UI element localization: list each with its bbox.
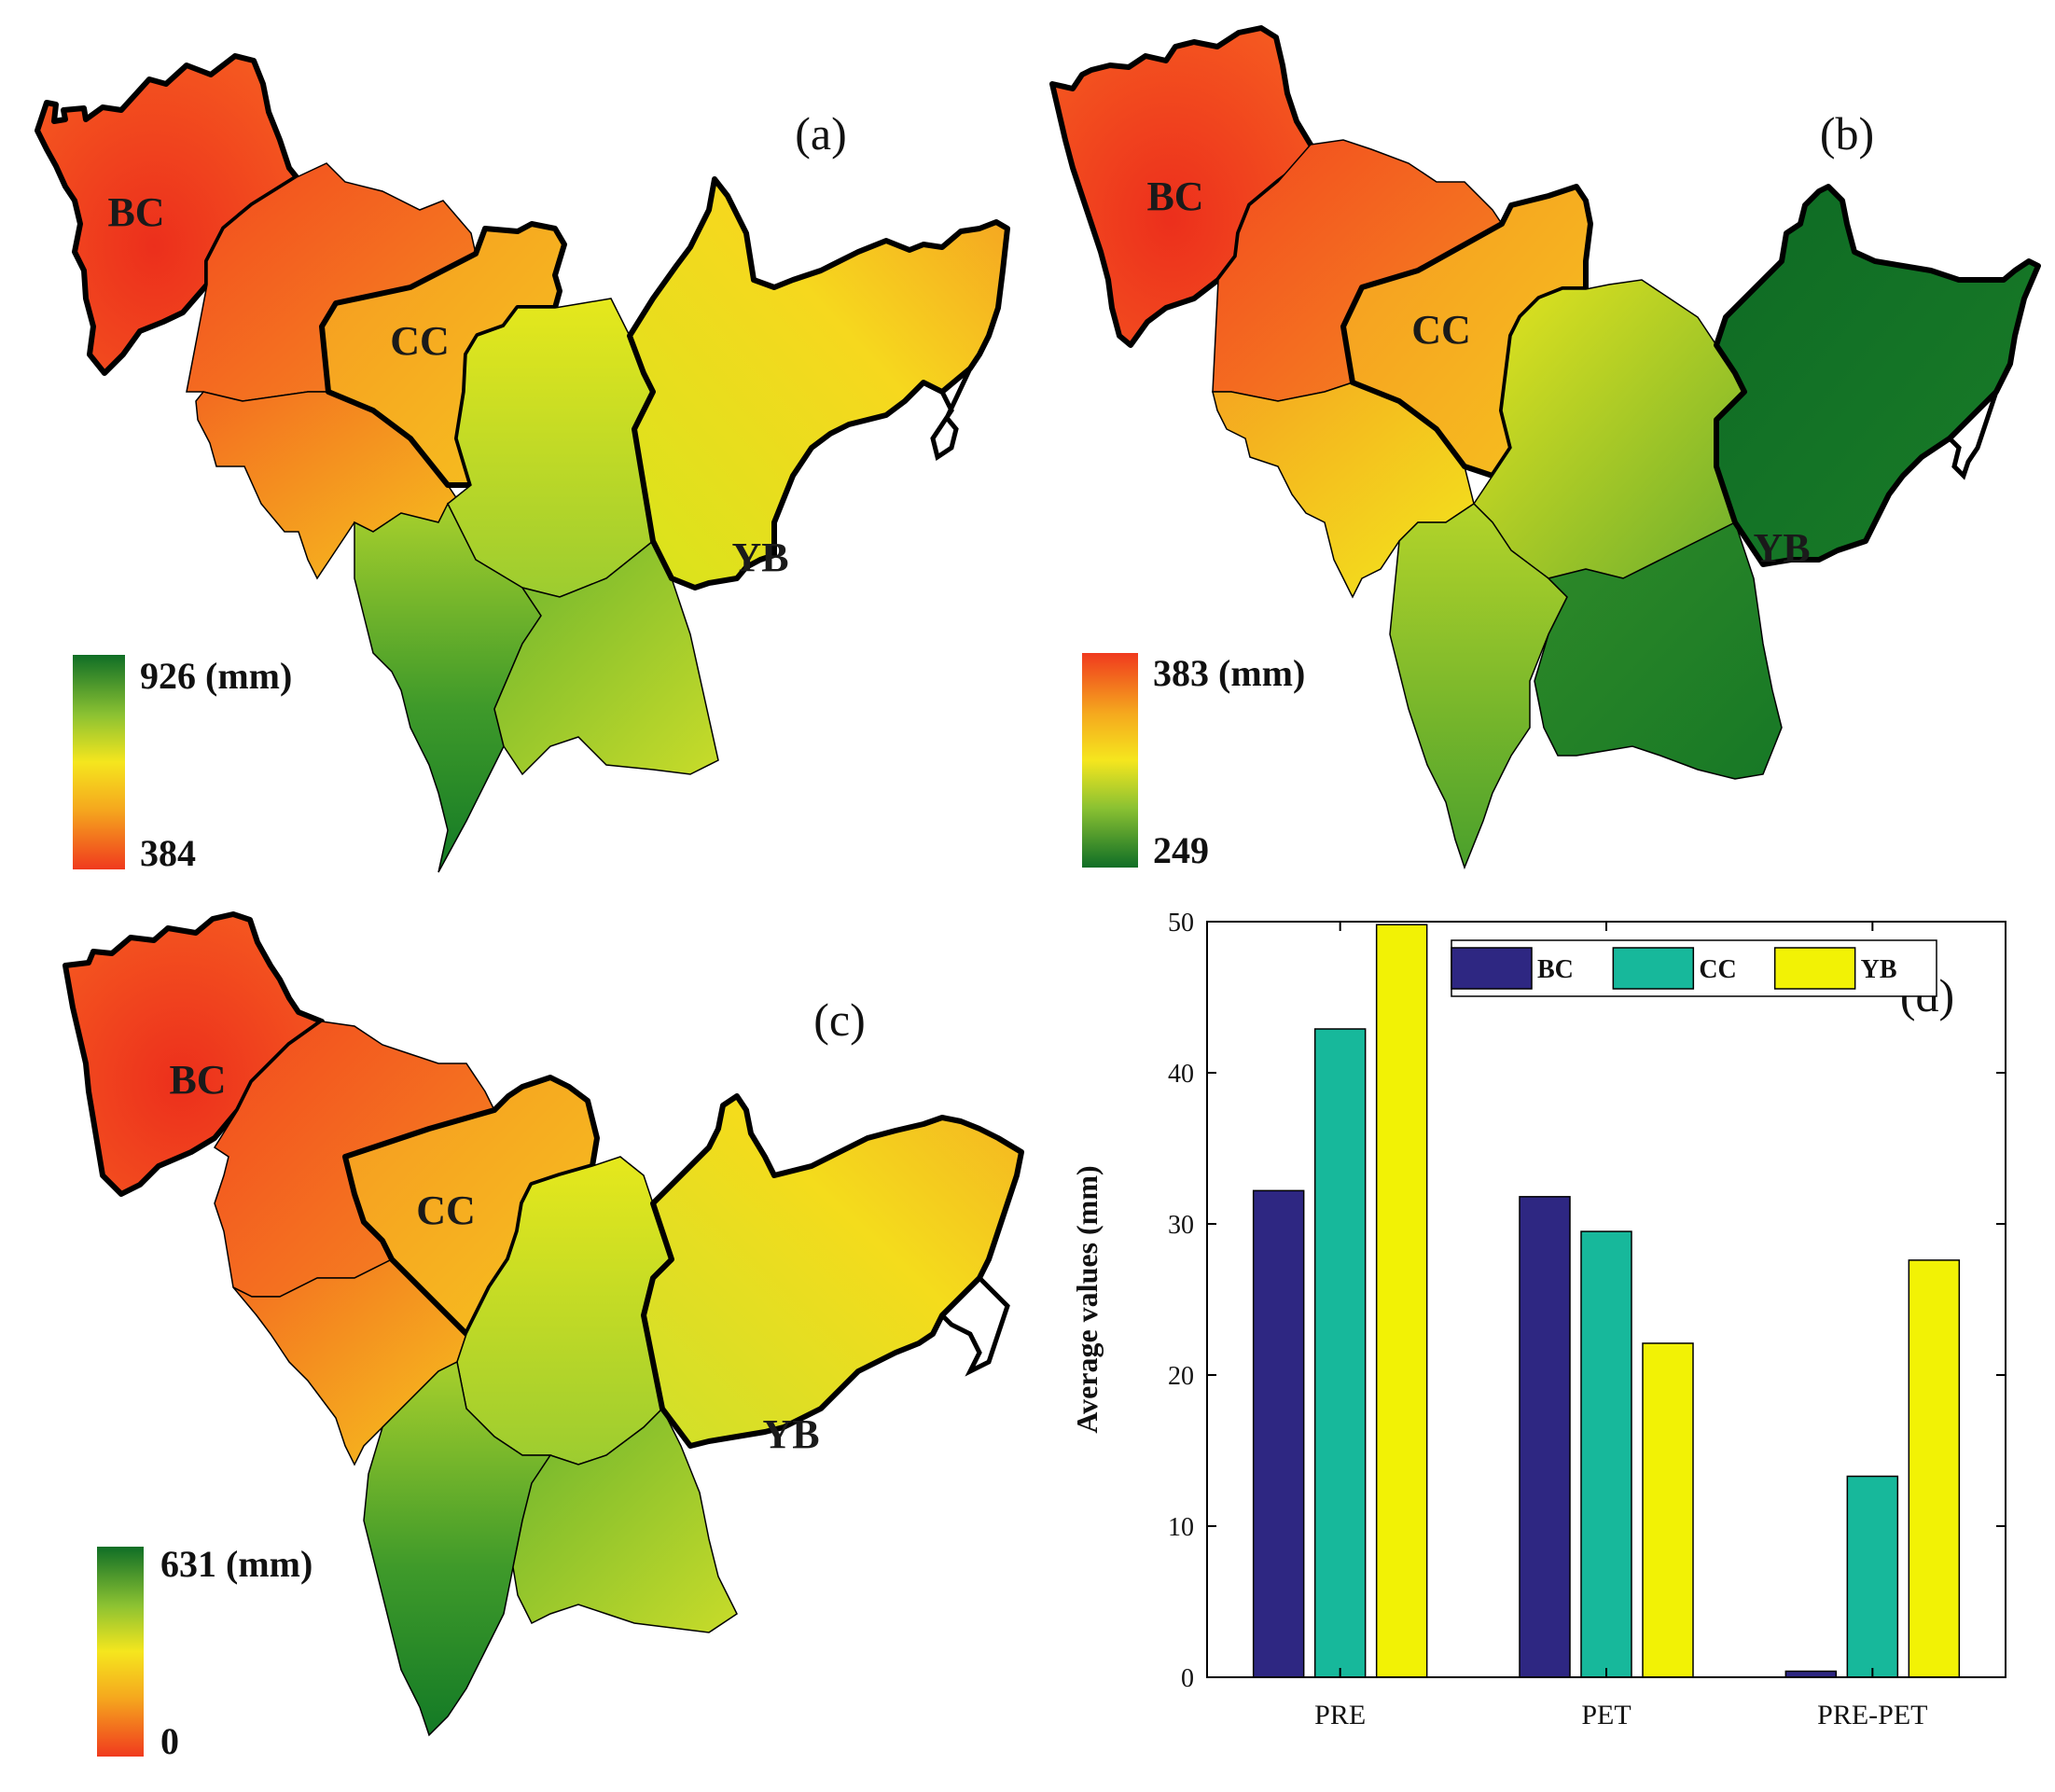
map-b-svg: BC CC YB (b) 383 (mm) 249: [1049, 25, 2041, 871]
chart-legend: BC CC YB: [1451, 939, 1937, 997]
legend-swatch-cc: [1612, 947, 1695, 990]
region-cc-a[interactable]: [319, 221, 567, 488]
bar-yb-pre-pet: [1908, 1259, 1961, 1678]
x-tick-label: PRE: [1314, 1700, 1366, 1730]
y-tick-label: 0: [1181, 1664, 1194, 1693]
chart-panel-d: 0 10 20 30 40 50 PRE PET PRE-PET Average values …: [1035, 886, 2055, 1788]
region-south-b: [1389, 503, 1568, 870]
region-yb-b[interactable]: [1714, 184, 2041, 567]
region-south-a: [354, 502, 542, 873]
bar-bc-pet: [1519, 1196, 1571, 1678]
map-c-svg: BC CC YB (c) 631 (mm) 0: [62, 911, 1024, 1762]
region-se-c: [512, 1407, 738, 1633]
region-label-cc-a: CC: [390, 318, 450, 364]
y-tick-label: 10: [1168, 1513, 1194, 1542]
region-yb-a[interactable]: [627, 176, 1010, 590]
bar-cc-pre: [1313, 1028, 1367, 1678]
bar-bc-pre: [1252, 1189, 1305, 1678]
region-label-cc-c: CC: [416, 1188, 476, 1233]
region-yb-c[interactable]: [641, 1093, 1024, 1449]
bar-chart: 0 10 20 30 40 50 PRE PET PRE-PET Average values …: [1070, 909, 2006, 1730]
region-label-yb-c: YB: [762, 1411, 819, 1457]
legend-label-cc: CC: [1699, 955, 1736, 984]
legend-label-bc: BC: [1537, 955, 1574, 984]
legend-max-a: 926 (mm): [140, 655, 292, 697]
legend-bar-b: [1082, 653, 1138, 868]
y-tick-label: 50: [1168, 909, 1194, 938]
map-panel-b: BC CC YB (b) 383 (mm) 249: [1026, 0, 2055, 886]
y-tick-label: 20: [1168, 1362, 1194, 1391]
legend-bar-a: [73, 655, 125, 869]
legend-min-b: 249: [1153, 829, 1209, 871]
bar-cc-pet: [1580, 1230, 1632, 1678]
legend-min-c: 0: [160, 1720, 179, 1762]
panel-tag-b: (b): [1820, 107, 1874, 160]
y-tick-label: 30: [1168, 1211, 1194, 1240]
legend-max-b: 383 (mm): [1153, 652, 1305, 694]
panel-tag-c: (c): [813, 993, 866, 1046]
bar-yb-pre: [1375, 924, 1428, 1678]
region-label-yb-a: YB: [731, 535, 788, 580]
y-tick-label: 40: [1168, 1060, 1194, 1089]
y-axis-label: Average values (mm): [1070, 1165, 1104, 1433]
x-tick-label: PET: [1581, 1700, 1631, 1730]
region-label-bc-b: BC: [1146, 174, 1203, 219]
region-mid-a: [447, 298, 654, 598]
legend-max-c: 631 (mm): [160, 1543, 312, 1585]
legend-label-yb: YB: [1861, 955, 1897, 984]
bar-yb-pet: [1642, 1342, 1694, 1678]
legend-bar-c: [97, 1547, 144, 1757]
legend-swatch-bc: [1451, 947, 1533, 990]
x-tick-label: PRE-PET: [1817, 1700, 1927, 1730]
panel-tag-a: (a): [795, 107, 847, 160]
map-a-svg: BC CC YB (a) 926 (mm) 384: [35, 53, 1010, 874]
map-panel-a: BC CC YB (a) 926 (mm) 384: [0, 0, 1026, 886]
region-se-b: [1534, 521, 1783, 780]
map-panel-c: BC CC YB (c) 631 (mm) 0: [0, 886, 1035, 1788]
legend-min-a: 384: [140, 832, 196, 874]
region-south-c: [363, 1360, 552, 1737]
region-label-bc-a: BC: [107, 189, 164, 235]
plot-frame: [1206, 921, 2006, 1678]
region-label-yb-b: YB: [1753, 525, 1810, 571]
legend-swatch-yb: [1773, 947, 1856, 990]
bar-cc-pre-pet: [1846, 1475, 1899, 1678]
region-label-cc-b: CC: [1411, 307, 1471, 353]
region-label-bc-c: BC: [169, 1057, 226, 1103]
